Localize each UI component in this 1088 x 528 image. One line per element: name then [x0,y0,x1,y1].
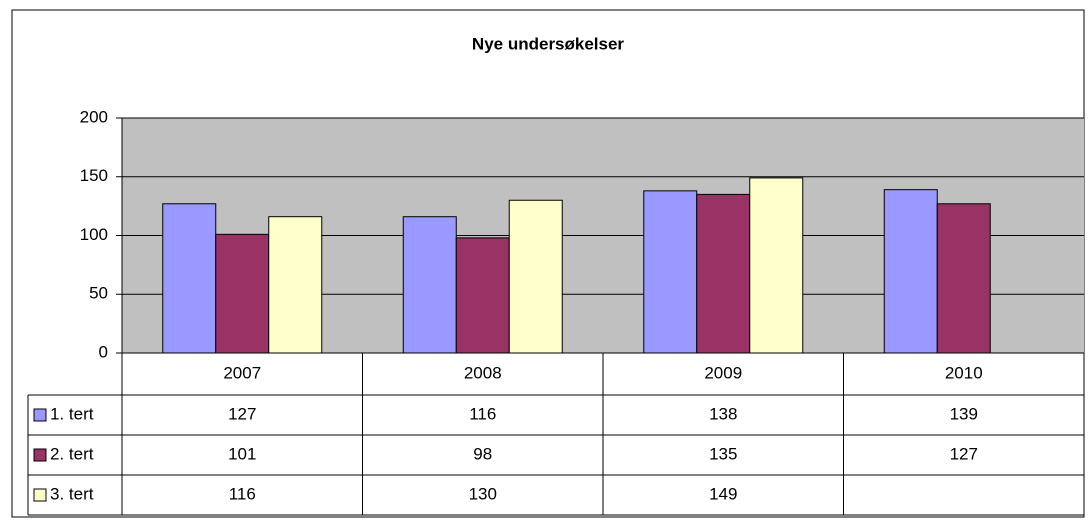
table-value: 101 [228,444,256,463]
legend-key [33,488,47,502]
table-value: 138 [709,404,737,423]
legend-label: 1. tert [50,404,94,423]
x-tick-label: 2007 [223,363,261,382]
bar [749,177,804,354]
x-tick-label: 2009 [704,363,742,382]
table-value: 116 [469,404,496,423]
chart-title: Nye undersøkelser [472,34,625,53]
y-tick-label: 0 [99,342,108,361]
legend-key [33,408,47,422]
y-tick-label: 100 [80,225,108,244]
table-value: 139 [950,404,978,423]
bar [936,203,991,354]
table-value: 98 [473,444,492,463]
y-tick-label: 200 [80,107,108,126]
table-value: 127 [950,444,978,463]
y-tick-label: 50 [89,284,108,303]
table-value: 116 [229,484,256,503]
table-value: 135 [709,444,737,463]
bar [643,190,698,354]
y-tick-label: 150 [80,166,108,185]
bar [268,216,323,354]
table-value: 127 [228,404,256,423]
bar [162,203,217,354]
bar [508,199,563,354]
bar [883,189,938,354]
bar [402,216,457,354]
legend-key [33,448,47,462]
bar [455,237,510,354]
x-tick-label: 2010 [945,363,983,382]
table-value: 130 [469,484,497,503]
x-tick-label: 2008 [464,363,502,382]
table-value: 149 [709,484,737,503]
bar [215,233,270,354]
legend-label: 3. tert [50,484,94,503]
bar [696,193,751,354]
legend-label: 2. tert [50,444,94,463]
